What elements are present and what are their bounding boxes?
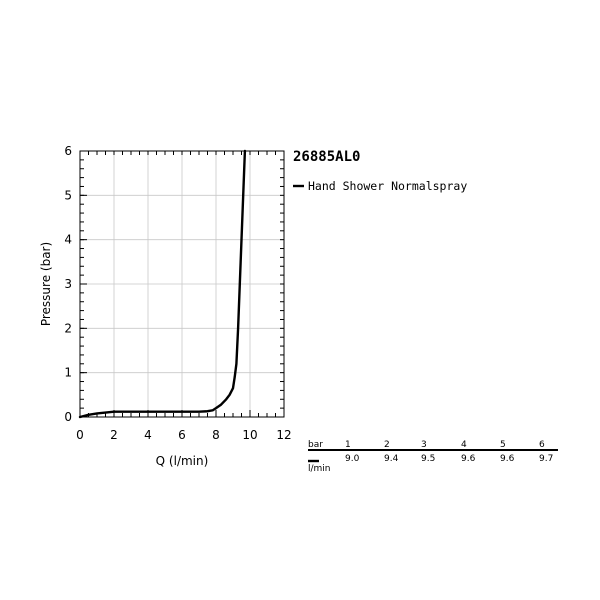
- table-flow-value: 9.0: [345, 454, 360, 464]
- table-flow-value: 9.7: [539, 454, 553, 464]
- x-tick-label: 12: [276, 428, 291, 442]
- x-tick-label: 2: [110, 428, 118, 442]
- table-bar-value: 4: [461, 440, 467, 450]
- x-tick-label: 6: [178, 428, 186, 442]
- y-tick-label: 6: [64, 144, 72, 158]
- y-tick-label: 2: [64, 321, 72, 335]
- axis-ticks: [79, 150, 285, 418]
- plot-area-frame: [79, 150, 285, 418]
- table-flow-value: 9.4: [384, 454, 399, 464]
- y-axis-label: Pressure (bar): [39, 242, 53, 326]
- x-tick-label: 4: [144, 428, 152, 442]
- table-flow-value: 9.5: [421, 454, 435, 464]
- series-line-hand-shower-normalspray: [78, 149, 247, 419]
- flow-rate-table: bar l/min 1 2 3 4 5 6 9.0 9.4 9.5 9.6 9.6 9.7: [308, 440, 558, 474]
- table-row-label-flow: l/min: [308, 464, 331, 474]
- y-tick-label: 3: [64, 277, 72, 291]
- x-tick-label: 8: [212, 428, 220, 442]
- y-tick-label: 0: [64, 410, 72, 424]
- y-tick-label: 4: [64, 233, 72, 247]
- table-bar-value: 3: [421, 440, 427, 450]
- table-bar-value: 5: [500, 440, 506, 450]
- legend-label: Hand Shower Normalspray: [308, 179, 467, 193]
- table-bar-value: 1: [345, 440, 351, 450]
- x-tick-label: 0: [76, 428, 84, 442]
- x-axis-label: Q (l/min): [156, 454, 209, 468]
- chart-title: 26885AL0: [293, 149, 360, 165]
- table-row-label-bar: bar: [308, 440, 323, 450]
- y-tick-label: 1: [64, 366, 72, 380]
- table-bar-value: 6: [539, 440, 545, 450]
- x-tick-label: 10: [242, 428, 257, 442]
- grid: [79, 150, 285, 418]
- table-flow-value: 9.6: [500, 454, 515, 464]
- table-flow-value: 9.6: [461, 454, 476, 464]
- table-bar-value: 2: [384, 440, 390, 450]
- y-tick-label: 5: [64, 188, 72, 202]
